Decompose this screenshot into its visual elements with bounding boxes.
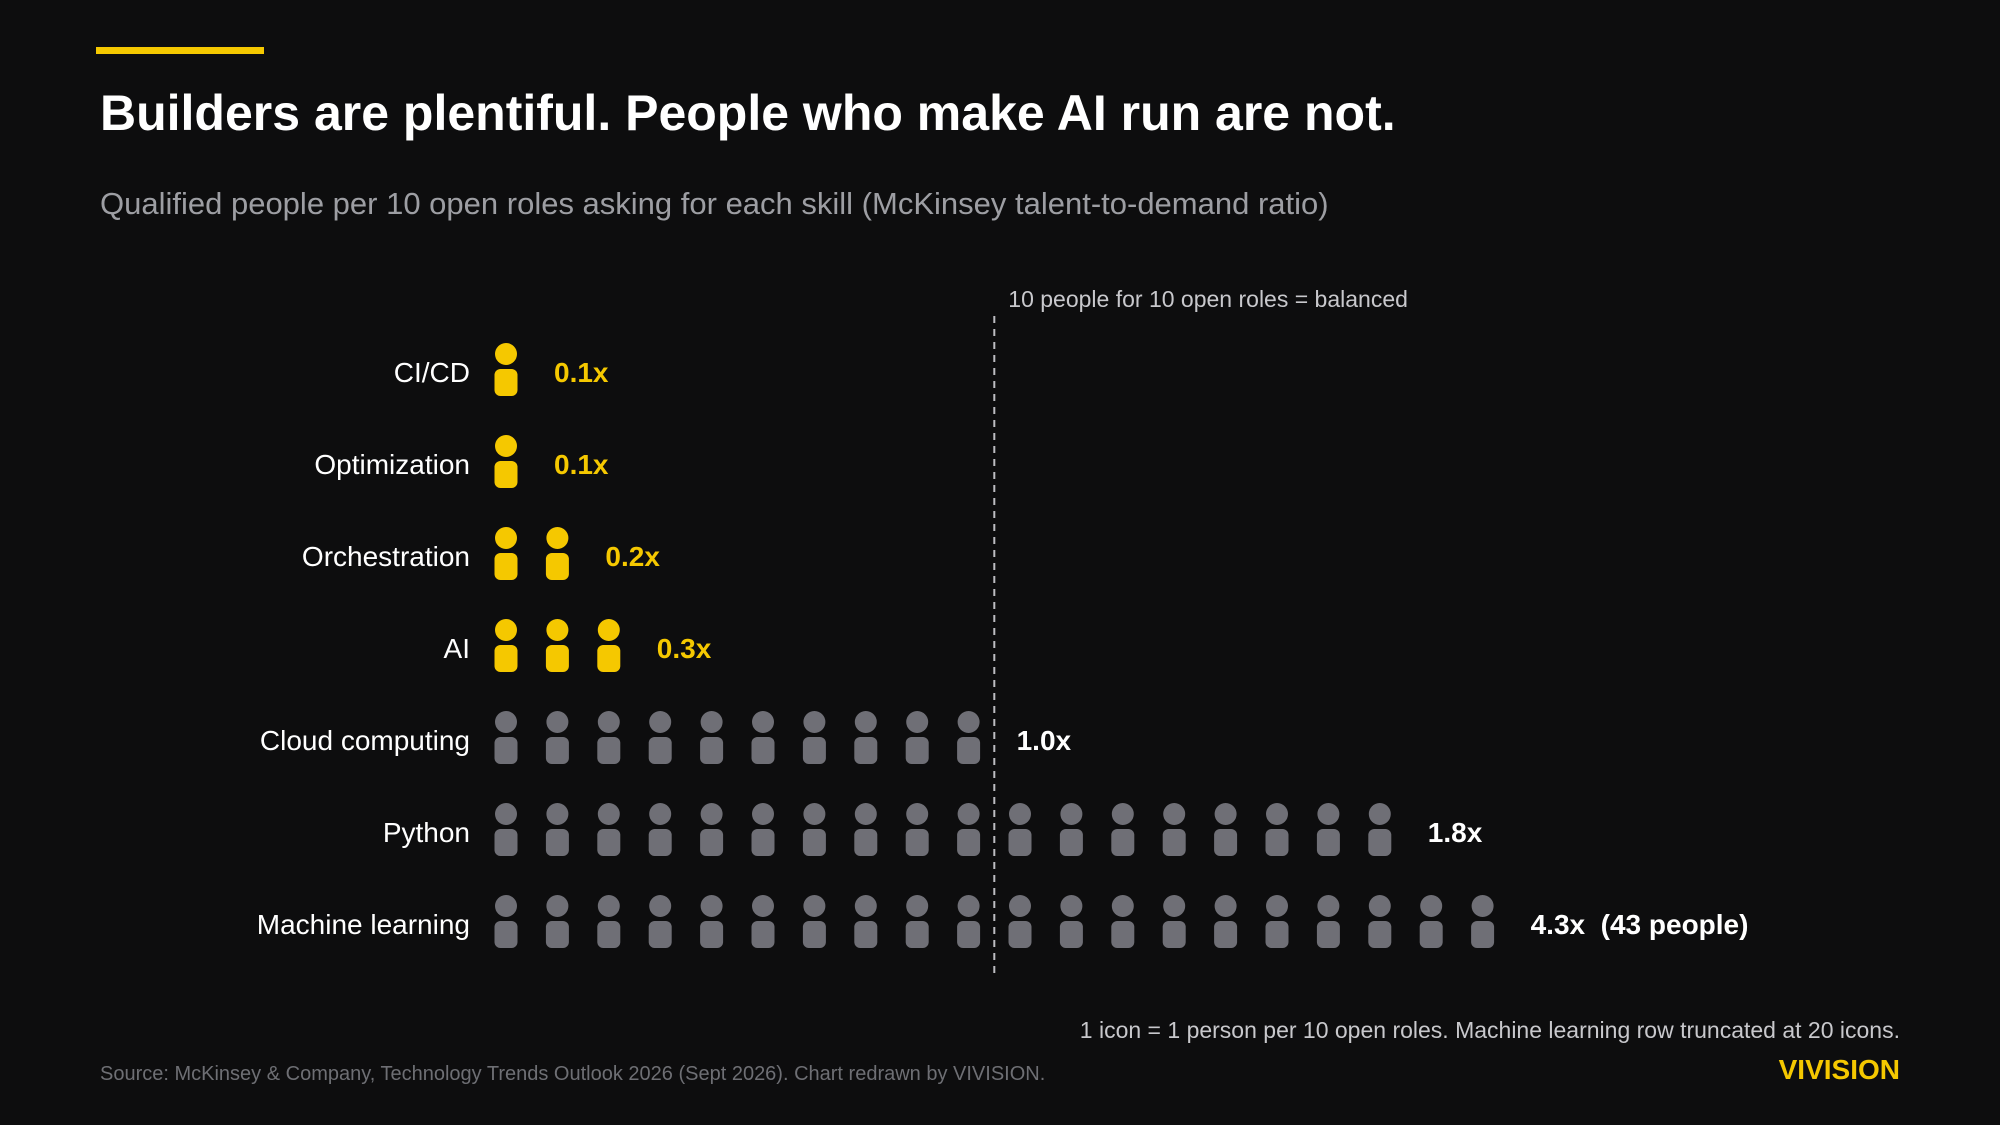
person-icon — [700, 711, 724, 764]
person-icon — [854, 803, 878, 856]
person-icon — [597, 895, 621, 948]
person-icon — [802, 803, 826, 856]
person-icon — [1008, 803, 1032, 856]
person-icon — [905, 895, 929, 948]
person-icon — [957, 711, 981, 764]
person-icon — [1471, 895, 1495, 948]
person-icon — [854, 711, 878, 764]
person-icon — [1111, 895, 1135, 948]
person-icon — [1111, 803, 1135, 856]
value-label: 0.1x — [554, 449, 609, 480]
person-icon — [1214, 895, 1238, 948]
person-icon — [957, 803, 981, 856]
value-label: 1.0x — [1017, 725, 1072, 756]
person-icon — [545, 803, 569, 856]
person-icon — [597, 711, 621, 764]
person-icon — [648, 711, 672, 764]
person-icon — [597, 803, 621, 856]
category-label: Orchestration — [302, 541, 470, 572]
person-icon — [494, 711, 518, 764]
value-label: 0.2x — [605, 541, 660, 572]
person-icon — [1419, 895, 1443, 948]
person-icon — [648, 895, 672, 948]
value-label: 0.1x — [554, 357, 609, 388]
person-icon — [494, 803, 518, 856]
person-icon — [1059, 895, 1083, 948]
person-icon — [1162, 803, 1186, 856]
person-icon — [1059, 803, 1083, 856]
person-icon — [1162, 895, 1186, 948]
person-icon — [494, 895, 518, 948]
person-icon — [905, 711, 929, 764]
person-icon — [1368, 895, 1392, 948]
person-icon — [1265, 803, 1289, 856]
person-icon — [545, 711, 569, 764]
person-icon — [802, 895, 826, 948]
person-icon — [905, 803, 929, 856]
category-label: Cloud computing — [260, 725, 470, 756]
person-icon — [1316, 895, 1340, 948]
person-icon — [957, 895, 981, 948]
person-icon — [1265, 895, 1289, 948]
footnote: 1 icon = 1 person per 10 open roles. Mac… — [1079, 1017, 1900, 1043]
value-label: 1.8x — [1428, 817, 1483, 848]
value-label: 4.3x (43 people) — [1531, 909, 1749, 940]
category-label: Optimization — [314, 449, 470, 480]
person-icon — [700, 895, 724, 948]
person-icon — [597, 619, 621, 672]
person-icon — [1008, 895, 1032, 948]
value-label: 0.3x — [657, 633, 712, 664]
person-icon — [1316, 803, 1340, 856]
person-icon — [648, 803, 672, 856]
chart-title: Builders are plentiful. People who make … — [100, 85, 1396, 141]
person-icon — [802, 711, 826, 764]
person-icon — [545, 527, 569, 580]
category-label: Python — [383, 817, 470, 848]
category-label: AI — [444, 633, 470, 664]
source-note: Source: McKinsey & Company, Technology T… — [100, 1063, 1046, 1085]
person-icon — [854, 895, 878, 948]
person-icon — [494, 343, 518, 396]
person-icon — [494, 435, 518, 488]
brand-logo: VIVISION — [1778, 1054, 1900, 1085]
person-icon — [751, 895, 775, 948]
person-icon — [751, 803, 775, 856]
category-label: Machine learning — [257, 909, 470, 940]
person-icon — [545, 895, 569, 948]
person-icon — [1214, 803, 1238, 856]
person-icon — [494, 619, 518, 672]
reference-line-label: 10 people for 10 open roles = balanced — [1008, 286, 1408, 312]
person-icon — [494, 527, 518, 580]
person-icon — [1368, 803, 1392, 856]
person-icon — [751, 711, 775, 764]
person-icon — [700, 803, 724, 856]
chart-subtitle: Qualified people per 10 open roles askin… — [100, 186, 1329, 221]
accent-bar — [96, 47, 264, 54]
category-label: CI/CD — [394, 357, 470, 388]
person-icon — [545, 619, 569, 672]
